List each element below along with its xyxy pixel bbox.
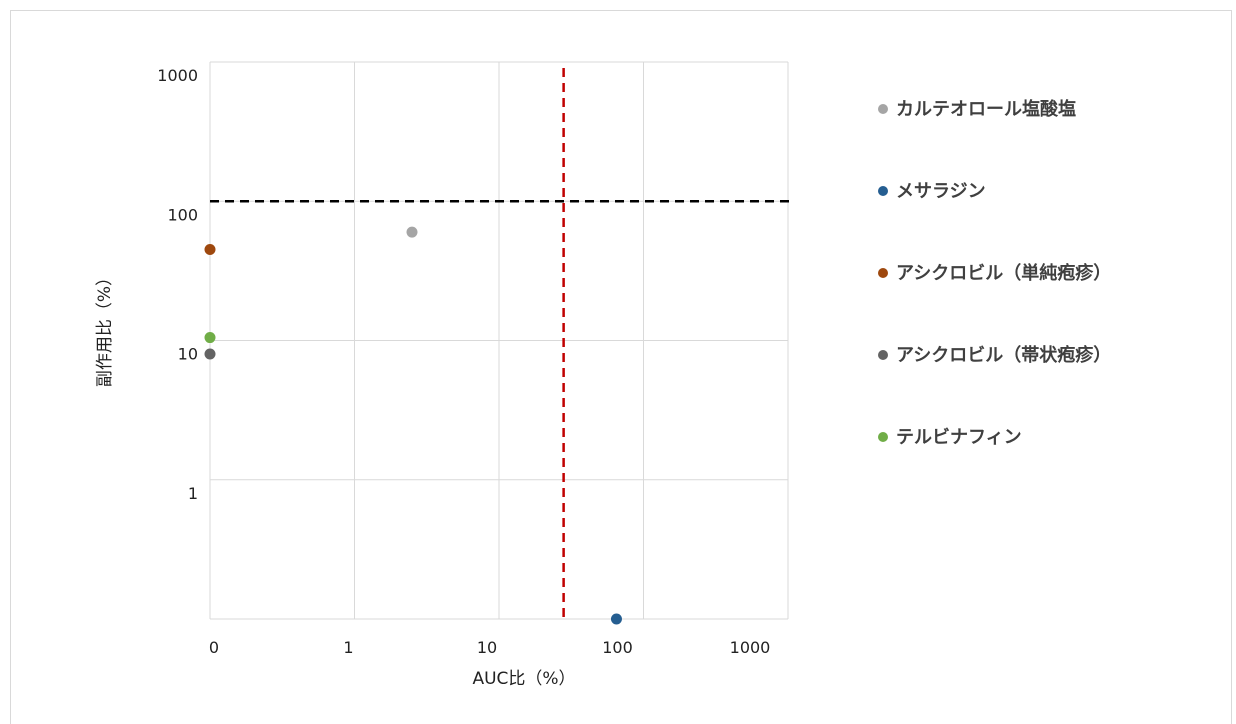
legend-label: メサラジン bbox=[896, 181, 986, 202]
x-tick-label: 1000 bbox=[730, 638, 771, 657]
legend-marker bbox=[878, 104, 888, 114]
x-tick-labels: 0 1 10 100 1000 bbox=[209, 638, 770, 657]
y-tick-label: 1000 bbox=[157, 66, 198, 85]
data-points bbox=[204, 226, 622, 625]
legend-label: カルテオロール塩酸塩 bbox=[896, 98, 1076, 120]
data-point bbox=[610, 613, 622, 625]
x-tick-label: 1 bbox=[343, 638, 353, 657]
y-tick-label: 100 bbox=[167, 205, 198, 224]
grid-lines bbox=[209, 61, 789, 620]
data-point bbox=[204, 348, 216, 360]
chart-frame bbox=[10, 10, 1232, 724]
data-point bbox=[204, 244, 216, 256]
y-tick-label: 10 bbox=[178, 345, 198, 364]
x-tick-label: 10 bbox=[477, 638, 497, 657]
x-axis-label: AUC比（%） bbox=[472, 669, 575, 689]
legend-marker bbox=[878, 186, 888, 196]
y-tick-label: 1 bbox=[188, 484, 198, 503]
reference-lines bbox=[210, 68, 794, 619]
legend-label: アシクロビル（単純疱疹） bbox=[896, 262, 1111, 284]
x-tick-label: 100 bbox=[602, 638, 633, 657]
legend-marker bbox=[878, 350, 888, 360]
legend-marker bbox=[878, 432, 888, 442]
data-point bbox=[204, 332, 216, 344]
y-tick-labels: 1000 100 10 1 bbox=[157, 66, 198, 503]
legend-label: アシクロビル（帯状疱疹） bbox=[896, 344, 1111, 366]
legend-label: テルビナフィン bbox=[896, 427, 1022, 448]
legend-marker bbox=[878, 268, 888, 278]
y-axis-label: 副作用比（%） bbox=[95, 269, 115, 387]
data-point bbox=[406, 226, 418, 238]
x-tick-label: 0 bbox=[209, 638, 219, 657]
